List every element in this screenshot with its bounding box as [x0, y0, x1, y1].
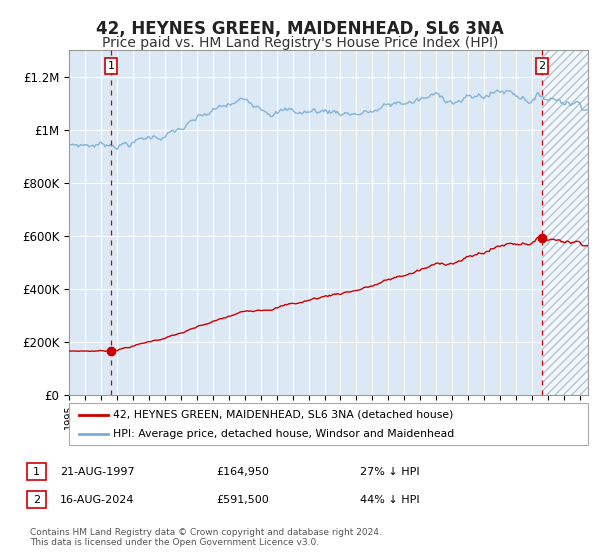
- Text: £591,500: £591,500: [216, 494, 269, 505]
- Bar: [542, 50, 588, 395]
- Text: 42, HEYNES GREEN, MAIDENHEAD, SL6 3NA (detached house): 42, HEYNES GREEN, MAIDENHEAD, SL6 3NA (d…: [113, 409, 454, 419]
- Bar: [542, 50, 588, 395]
- Text: 21-AUG-1997: 21-AUG-1997: [60, 466, 134, 477]
- Text: 1: 1: [33, 466, 40, 477]
- Text: £164,950: £164,950: [216, 466, 269, 477]
- Text: 1: 1: [107, 60, 115, 71]
- Bar: [542, 50, 588, 395]
- Text: Contains HM Land Registry data © Crown copyright and database right 2024.
This d: Contains HM Land Registry data © Crown c…: [30, 528, 382, 547]
- Text: Price paid vs. HM Land Registry's House Price Index (HPI): Price paid vs. HM Land Registry's House …: [102, 36, 498, 50]
- Text: 16-AUG-2024: 16-AUG-2024: [60, 494, 134, 505]
- Text: 2: 2: [33, 494, 40, 505]
- Text: 27% ↓ HPI: 27% ↓ HPI: [360, 466, 419, 477]
- Text: 42, HEYNES GREEN, MAIDENHEAD, SL6 3NA: 42, HEYNES GREEN, MAIDENHEAD, SL6 3NA: [96, 20, 504, 38]
- Text: HPI: Average price, detached house, Windsor and Maidenhead: HPI: Average price, detached house, Wind…: [113, 429, 454, 439]
- FancyBboxPatch shape: [69, 403, 588, 445]
- Text: 44% ↓ HPI: 44% ↓ HPI: [360, 494, 419, 505]
- Text: 2: 2: [538, 60, 545, 71]
